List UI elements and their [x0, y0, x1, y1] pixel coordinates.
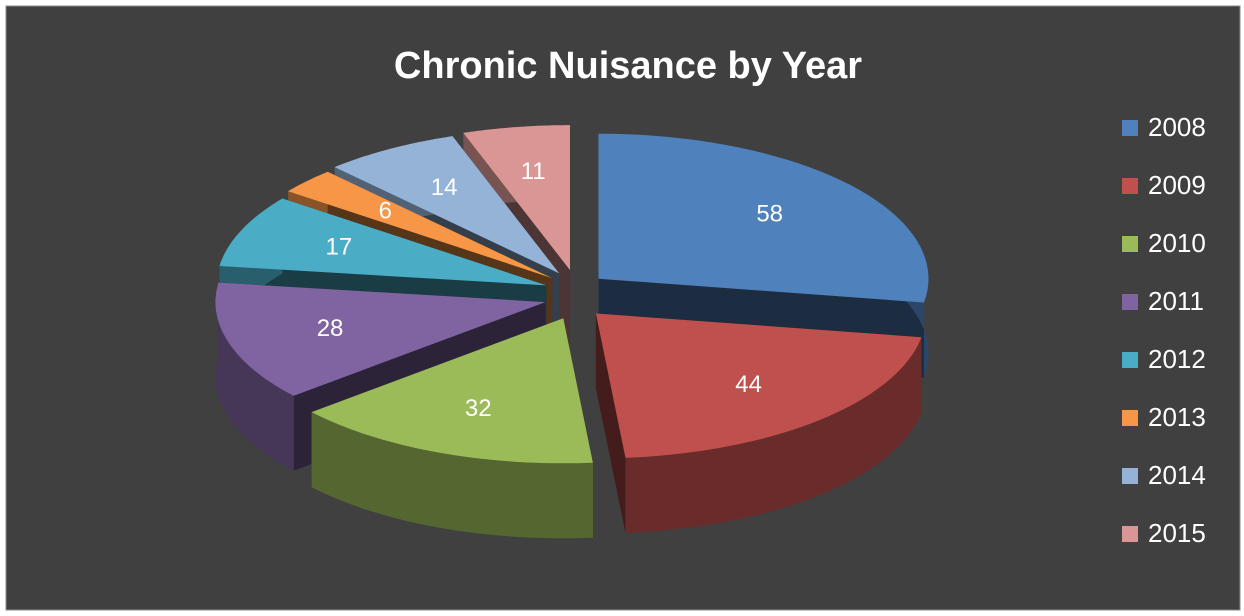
- legend-swatch: [1122, 294, 1138, 310]
- legend-label: 2012: [1148, 344, 1206, 374]
- legend-swatch: [1122, 178, 1138, 194]
- legend-label: 2010: [1148, 228, 1206, 258]
- legend-swatch: [1122, 526, 1138, 542]
- slice-wall: [625, 337, 922, 533]
- legend-label: 2009: [1148, 170, 1206, 200]
- slice-top: [288, 171, 553, 279]
- slice-top: [219, 198, 547, 286]
- slice-wall: [215, 282, 294, 471]
- slice: 32: [311, 318, 593, 539]
- legend-label: 2011: [1148, 286, 1204, 316]
- slice-top: [598, 133, 929, 303]
- legend-label: 2013: [1148, 402, 1206, 432]
- slice-top: [595, 313, 922, 458]
- legend-label: 2014: [1148, 460, 1206, 490]
- data-label: 32: [465, 395, 492, 422]
- legend-swatch: [1122, 410, 1138, 426]
- data-label: 11: [521, 158, 546, 185]
- chart-title: Chronic Nuisance by Year: [394, 45, 862, 87]
- data-label: 44: [735, 371, 762, 398]
- data-label: 58: [756, 200, 783, 227]
- legend-label: 2008: [1148, 112, 1206, 142]
- legend-swatch: [1122, 352, 1138, 368]
- slice-top: [334, 136, 560, 274]
- data-label: 14: [431, 174, 458, 201]
- data-label: 6: [379, 198, 392, 225]
- slice-top: [311, 318, 593, 464]
- legend-label: 2015: [1148, 518, 1206, 548]
- data-label: 17: [326, 233, 353, 260]
- legend-swatch: [1122, 236, 1138, 252]
- slice: 44: [595, 313, 922, 533]
- slice-top: [463, 125, 570, 271]
- legend-swatch: [1122, 120, 1138, 136]
- data-label: 28: [317, 315, 344, 342]
- slice-wall: [311, 412, 593, 539]
- slice-top: [215, 282, 546, 396]
- legend-swatch: [1122, 468, 1138, 484]
- slice-side: [595, 313, 626, 533]
